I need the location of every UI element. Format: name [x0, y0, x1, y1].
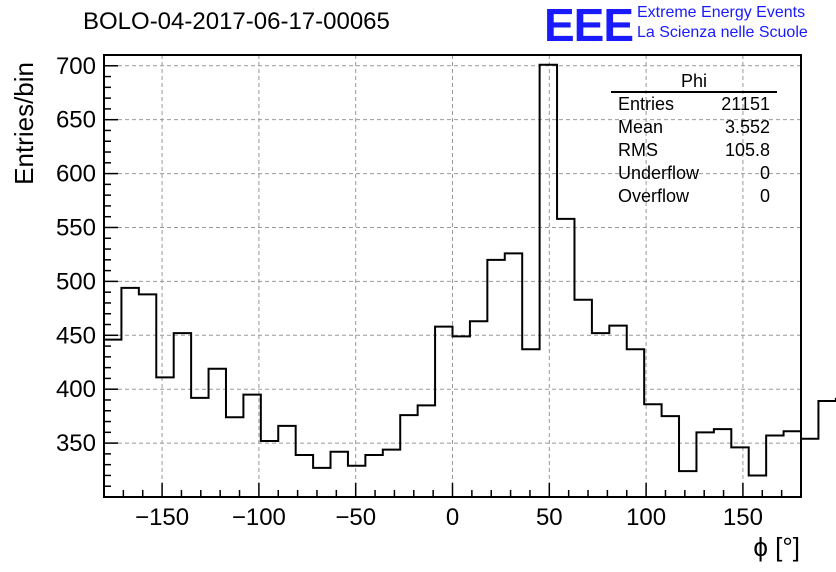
x-tick-label: −100 — [232, 504, 286, 531]
x-tick-label: 0 — [446, 504, 459, 531]
stats-name: Phi — [681, 71, 707, 91]
axis-ticks — [103, 54, 802, 497]
x-tick-label: 150 — [723, 504, 763, 531]
stats-value: 105.8 — [725, 140, 770, 160]
y-tick-label: 400 — [56, 376, 96, 403]
stats-value: 0 — [760, 163, 770, 183]
y-tick-label: 600 — [56, 161, 96, 188]
x-tick-label: 50 — [536, 504, 563, 531]
x-tick-label: −50 — [335, 504, 376, 531]
x-tick-label: −150 — [135, 504, 189, 531]
y-tick-label: 350 — [56, 430, 96, 457]
y-tick-label: 550 — [56, 214, 96, 241]
chart-title: BOLO-04-2017-06-17-00065 — [83, 8, 390, 35]
grid-lines — [104, 55, 801, 497]
stats-label: Entries — [618, 94, 674, 114]
stats-value: 0 — [760, 186, 770, 206]
logo-line1: Extreme Energy Events — [637, 4, 806, 21]
y-tick-label: 700 — [56, 53, 96, 80]
x-axis-label: ϕ [°] — [753, 532, 800, 562]
stats-label: Overflow — [618, 186, 690, 206]
logo-line2: La Scienza nelle Scuole — [637, 24, 808, 41]
stats-label: RMS — [618, 140, 658, 160]
histogram-series — [104, 63, 836, 477]
stats-label: Underflow — [618, 163, 700, 183]
x-tick-label: 100 — [626, 504, 666, 531]
stats-value: 21151 — [721, 94, 770, 114]
stats-label: Mean — [618, 117, 663, 137]
y-tick-label: 650 — [56, 107, 96, 134]
tick-labels: −150 −100 −50 0 50 100 150 350 400 450 500 550 600 65… — [56, 53, 763, 531]
stats-rows: Entries 21151 Mean 3.552 RMS 105.8 Underflow 0 O… — [618, 94, 770, 206]
y-tick-label: 450 — [56, 322, 96, 349]
eee-logo: EEE — [544, 0, 634, 51]
y-axis-label: Entries/bin — [9, 62, 39, 185]
logo-text: Extreme Energy Events La Scienza nelle S… — [637, 3, 808, 43]
y-tick-label: 500 — [56, 268, 96, 295]
stats-value: 3.552 — [725, 117, 770, 137]
stats-box: Phi Entries 21151 Mean 3.552 RMS 105.8 Underfl… — [611, 71, 777, 206]
